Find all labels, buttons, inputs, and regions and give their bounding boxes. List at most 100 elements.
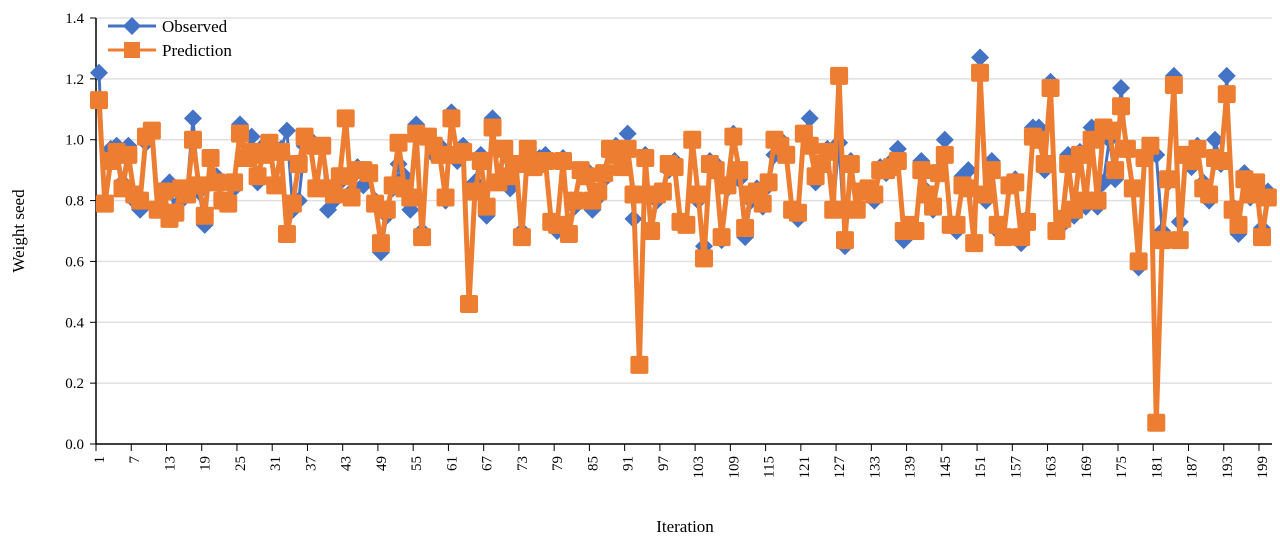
data-point-prediction [131, 191, 150, 210]
data-point-observed [1206, 130, 1225, 149]
data-point-prediction [1129, 252, 1148, 271]
data-point-prediction [477, 197, 496, 216]
x-tick-label: 151 [973, 456, 989, 479]
data-point-prediction [1153, 231, 1172, 250]
data-point-prediction [183, 130, 202, 149]
data-point-prediction [1147, 413, 1166, 432]
data-point-observed [277, 121, 296, 140]
data-point-prediction [971, 63, 990, 82]
data-point-prediction [283, 194, 302, 213]
x-tick-label: 37 [303, 456, 319, 472]
data-point-prediction [1229, 215, 1248, 234]
y-tick-label: 0.4 [65, 315, 84, 331]
data-point-prediction [683, 130, 702, 149]
data-point-prediction [624, 185, 643, 204]
legend-label-prediction: Prediction [162, 41, 232, 60]
data-point-prediction [554, 152, 573, 171]
data-point-prediction [430, 145, 449, 164]
data-point-prediction [219, 194, 238, 213]
x-tick-label: 175 [1114, 456, 1130, 479]
data-point-prediction [636, 148, 655, 167]
x-tick-label: 169 [1079, 456, 1095, 479]
y-tick-label: 1.0 [65, 133, 84, 149]
data-point-prediction [1223, 200, 1242, 219]
x-tick-label: 61 [444, 456, 460, 471]
data-point-prediction [706, 161, 725, 180]
data-point-prediction [377, 200, 396, 219]
x-tick-label: 85 [585, 456, 601, 471]
data-point-prediction [1070, 145, 1089, 164]
x-tick-label: 163 [1044, 456, 1060, 479]
data-point-prediction [994, 228, 1013, 247]
data-point-prediction [371, 234, 390, 253]
data-point-observed [959, 161, 978, 180]
data-point-prediction [865, 185, 884, 204]
data-point-observed [1112, 78, 1131, 97]
x-tick-label: 181 [1149, 456, 1165, 479]
data-point-prediction [830, 66, 849, 85]
data-point-prediction [518, 139, 537, 158]
x-tick-label: 49 [374, 456, 390, 471]
x-tick-label: 127 [832, 456, 848, 479]
data-point-prediction [1258, 188, 1277, 207]
data-point-prediction [1188, 139, 1207, 158]
data-point-prediction [483, 118, 502, 137]
data-point-prediction [736, 218, 755, 237]
data-point-prediction [401, 188, 420, 207]
legend-label-observed: Observed [162, 17, 228, 36]
data-point-prediction [512, 228, 531, 247]
data-point-prediction [847, 200, 866, 219]
data-point-prediction [1088, 191, 1107, 210]
data-point-prediction [313, 136, 332, 155]
data-point-observed [618, 124, 637, 143]
x-tick-label: 187 [1185, 456, 1201, 479]
data-point-prediction [95, 194, 114, 213]
data-point-prediction [389, 133, 408, 152]
data-point-prediction [577, 167, 596, 186]
x-tick-label: 115 [762, 456, 778, 478]
y-axis-title: Weight seed [9, 189, 28, 273]
data-point-prediction [924, 197, 943, 216]
data-point-prediction [1012, 228, 1031, 247]
data-point-prediction [965, 234, 984, 253]
data-point-prediction [818, 142, 837, 161]
data-point-observed [971, 48, 990, 67]
data-point-prediction [507, 155, 526, 174]
x-tick-label: 145 [938, 456, 954, 479]
data-point-prediction [835, 231, 854, 250]
legend: Observed Prediction [108, 17, 232, 60]
diamond-marker-icon [123, 17, 141, 35]
data-point-prediction [248, 167, 267, 186]
x-tick-label: 199 [1255, 456, 1271, 479]
data-point-prediction [694, 249, 713, 268]
data-point-prediction [653, 182, 672, 201]
legend-item-observed: Observed [108, 17, 228, 36]
data-point-prediction [1006, 173, 1025, 192]
x-tick-label: 139 [903, 456, 919, 479]
data-point-prediction [442, 109, 461, 128]
data-point-prediction [536, 152, 555, 171]
data-point-prediction [642, 222, 661, 240]
data-point-prediction [788, 203, 807, 222]
data-point-observed [90, 63, 108, 82]
x-tick-label: 7 [127, 456, 143, 464]
x-tick-label: 25 [233, 456, 249, 471]
data-point-prediction [230, 124, 249, 143]
data-point-prediction [1164, 75, 1183, 94]
data-point-observed [1217, 66, 1236, 85]
data-point-prediction [595, 164, 614, 183]
x-tick-label: 31 [268, 456, 284, 471]
data-point-prediction [618, 139, 637, 158]
data-point-prediction [718, 176, 737, 195]
x-tick-label: 97 [656, 456, 672, 472]
x-tick-label: 73 [515, 456, 531, 471]
data-point-prediction [565, 191, 584, 210]
data-point-prediction [777, 145, 796, 164]
data-point-prediction [272, 142, 291, 161]
data-point-prediction [189, 176, 208, 195]
data-point-prediction [1100, 121, 1119, 140]
data-point-prediction [142, 121, 161, 140]
data-point-prediction [1253, 228, 1271, 247]
data-point-prediction [982, 161, 1001, 180]
data-point-prediction [665, 158, 684, 177]
